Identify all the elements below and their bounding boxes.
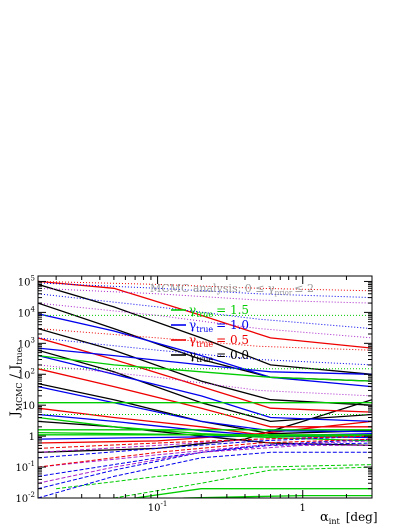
series-line-9 xyxy=(38,368,372,428)
y-tick-label: 1 xyxy=(29,432,35,443)
series-line-44 xyxy=(38,302,372,339)
series-line-31 xyxy=(38,435,372,459)
y-axis-title: JMCMC / Jtrue xyxy=(8,347,24,418)
series-line-6 xyxy=(38,399,372,453)
legend-label: γtrue = 0.5 xyxy=(189,333,249,349)
series-line-7 xyxy=(38,280,372,349)
legend-label: γtrue = 0.0 xyxy=(189,348,249,364)
series-line-28 xyxy=(38,451,372,498)
series-line-22 xyxy=(38,416,372,437)
legend-label: γtrue = 1.5 xyxy=(189,303,249,319)
tick-layer: 10-2 10-1 1 10 102 103 104 105 10-1 1 xyxy=(15,274,373,514)
series-line-35 xyxy=(38,438,372,468)
series-line-8 xyxy=(38,337,372,413)
series-line-21 xyxy=(38,431,372,442)
series-line-2 xyxy=(38,327,372,406)
x-tick-label: 10-1 xyxy=(148,500,168,514)
y-tick-label: 104 xyxy=(18,305,36,319)
series-line-12 xyxy=(38,313,372,388)
series-line-41 xyxy=(38,293,372,330)
legend-label: γtrue = 1.0 xyxy=(189,318,249,334)
series-line-0 xyxy=(38,283,372,375)
x-axis-title: αint [deg] xyxy=(320,510,378,526)
series-line-33 xyxy=(38,440,372,468)
series-line-32 xyxy=(38,444,372,484)
y-tick-label: 10-2 xyxy=(15,491,35,505)
series-line-14 xyxy=(38,354,372,423)
y-tick-label: 103 xyxy=(18,336,35,350)
series-line-42 xyxy=(38,337,372,366)
series-line-23 xyxy=(38,354,372,382)
series-line-45 xyxy=(38,364,372,397)
series-line-25 xyxy=(56,464,372,490)
series-line-30 xyxy=(38,438,372,477)
y-tick-label: 102 xyxy=(18,367,35,381)
series-line-36 xyxy=(38,435,372,449)
series-line-26 xyxy=(135,488,372,498)
series-layer xyxy=(38,280,372,498)
y-tick-label: 10 xyxy=(22,401,35,412)
chart-title: MCMC analysis: 0 ≤ γprior ≤ 2 xyxy=(150,282,314,297)
y-tick-label: 105 xyxy=(18,274,35,288)
y-tick-label: 10-1 xyxy=(15,460,35,474)
series-line-15 xyxy=(38,385,372,433)
series-line-13 xyxy=(38,347,372,375)
x-tick-label: 1 xyxy=(300,503,306,514)
series-line-29 xyxy=(38,442,372,490)
